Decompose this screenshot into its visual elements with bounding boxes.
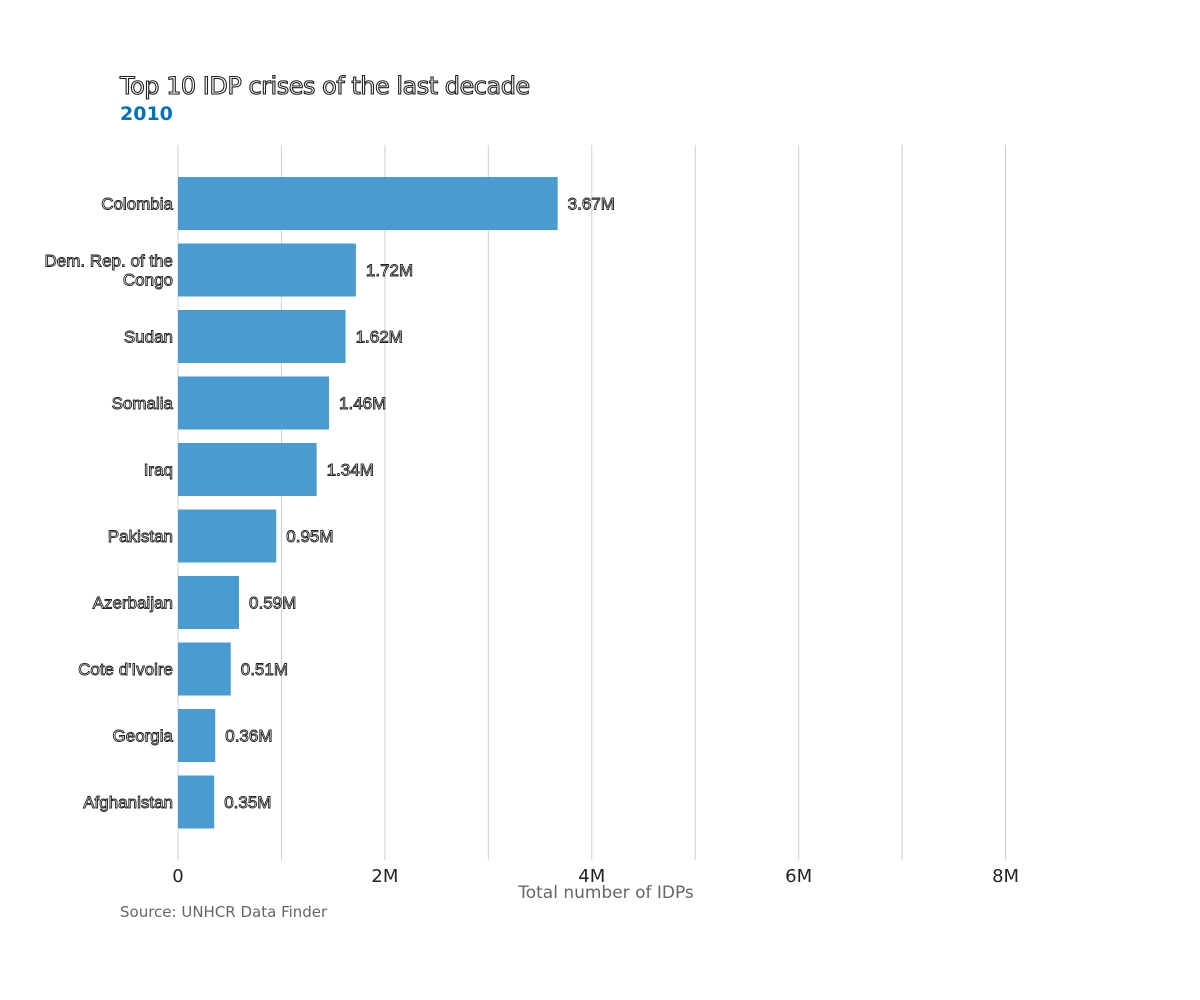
value-label-3: 1.46M [339,394,386,413]
bar-7 [178,642,231,696]
value-label-1: 1.72M [366,261,413,280]
category-label-2: Sudan [124,328,173,347]
bar-6 [178,576,240,629]
chart-title: Top 10 IDP crises of the last decade [119,71,530,100]
value-label-2: 1.62M [356,328,403,347]
x-tick-label-4: 8M [992,866,1019,887]
bar-9 [178,775,215,829]
category-label-8: Georgia [113,727,174,746]
category-label-4: Iraq [144,461,173,480]
category-label-3: Somalia [112,394,174,413]
x-tick-label-0: 0 [172,866,183,887]
bar-4 [178,443,317,496]
value-label-0: 3.67M [568,195,615,214]
x-axis-title: Total number of IDPs [517,883,694,903]
bar-3 [178,376,330,430]
category-label-9: Afghanistan [83,793,173,812]
x-axis-ticks: 0 2M 4M 6M 8M [172,866,1019,887]
source-note: Source: UNHCR Data Finder [120,903,328,921]
bars [178,177,558,829]
value-label-7: 0.51M [241,660,288,679]
bar-2 [178,310,346,363]
value-label-9: 0.35M [224,793,271,812]
category-label-7: Cote d'Ivoire [78,660,173,679]
value-labels: 3.67M 1.72M 1.62M 1.46M 1.34M 0.95M 0.59M 0.51M… [224,194,616,812]
value-label-4: 1.34M [327,461,374,480]
bar-5 [178,509,277,563]
value-label-6: 0.59M [249,594,296,613]
bar-8 [178,709,216,762]
bar-1 [178,243,356,297]
chart-subtitle: 2010 [120,103,173,125]
category-label-1-1: Congo [123,271,173,290]
category-label-6: Azerbaijan [93,594,173,613]
x-tick-label-1: 2M [371,866,398,887]
category-label-5: Pakistan [108,527,173,546]
x-tick-label-2: 4M [578,866,605,887]
x-tick-label-3: 6M [785,866,812,887]
category-label-1-0: Dem. Rep. of the [44,252,173,271]
category-label-0: Colombia [101,195,173,214]
value-label-8: 0.36M [225,727,272,746]
value-label-5: 0.95M [286,527,333,546]
bar-0 [178,177,558,230]
